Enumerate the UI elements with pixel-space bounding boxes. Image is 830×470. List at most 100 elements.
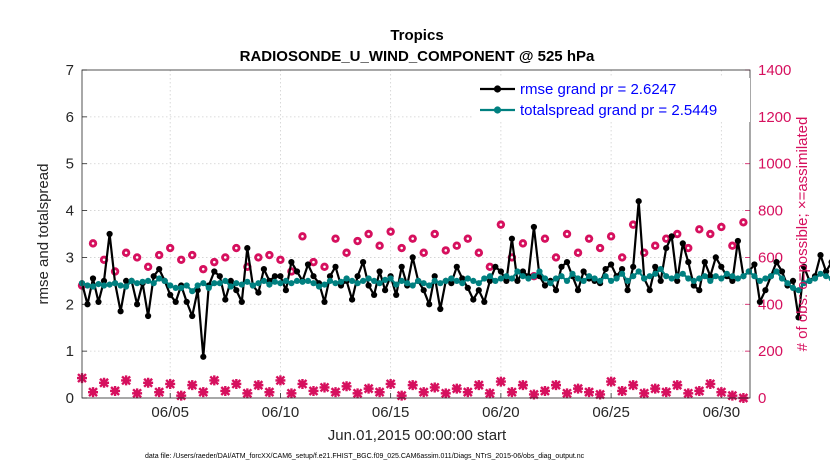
spread-point — [486, 273, 493, 280]
obs-assimilated-marker-glyph — [176, 390, 187, 401]
rmse-point — [751, 261, 758, 268]
right-tick-label: 1200 — [758, 109, 791, 126]
left-tick-label: 6 — [66, 109, 74, 126]
rmse-point — [360, 259, 367, 266]
obs-assimilated-marker-glyph — [242, 388, 253, 399]
spread-point — [145, 277, 152, 284]
spread-point — [563, 277, 571, 284]
spread-point — [260, 277, 267, 284]
obs-assimilated-marker-glyph — [374, 387, 385, 398]
rmse-point — [602, 266, 609, 273]
obs-assimilated-marker — [716, 387, 727, 398]
obs-possible-marker-center — [378, 244, 381, 248]
x-tick-label: 06/05 — [151, 404, 189, 421]
obs-assimilated-marker-glyph — [396, 390, 407, 401]
spread-point — [112, 280, 119, 287]
spread-point — [608, 277, 615, 284]
rmse-point — [492, 263, 499, 270]
rmse-point — [365, 282, 372, 289]
legend-spread-marker — [493, 106, 502, 114]
obs-possible-marker-center — [389, 230, 392, 233]
obs-assimilated-marker — [584, 387, 595, 398]
spread-point — [657, 266, 664, 273]
obs-assimilated-marker-glyph — [473, 380, 484, 391]
obs-assimilated-marker — [473, 380, 484, 391]
spread-point — [100, 282, 108, 289]
spread-point — [552, 275, 560, 282]
obs-assimilated-marker-glyph — [628, 380, 639, 391]
spread-point — [150, 280, 157, 287]
spread-point — [123, 283, 130, 290]
rmse-point — [453, 263, 460, 270]
rmse-point — [117, 308, 124, 315]
obs-assimilated-marker-glyph — [528, 389, 539, 400]
spread-point — [222, 277, 229, 284]
obs-possible-marker-center — [301, 235, 304, 238]
obs-assimilated-marker-glyph — [286, 388, 297, 399]
rmse-point — [823, 268, 830, 275]
spread-point — [288, 280, 295, 287]
rmse-point — [167, 291, 174, 298]
right-tick-label: 1400 — [758, 62, 791, 79]
obs-possible-marker-center — [201, 267, 205, 271]
spread-point — [376, 280, 383, 287]
rmse-point — [795, 314, 802, 321]
obs-assimilated-marker — [363, 383, 374, 394]
obs-assimilated-marker-glyph — [308, 385, 319, 396]
spread-point — [530, 273, 538, 280]
rmse-point — [718, 263, 725, 270]
rmse-point — [371, 291, 378, 298]
obs-possible-marker-center — [653, 244, 657, 248]
obs-assimilated-marker — [495, 376, 506, 387]
left-tick-label: 0 — [66, 390, 74, 407]
rmse-point — [608, 261, 615, 268]
obs-possible-marker-center — [190, 253, 194, 257]
obs-possible-marker-center — [235, 246, 238, 250]
spread-point — [293, 277, 301, 284]
obs-assimilated-marker-glyph — [209, 375, 220, 386]
obs-assimilated-marker — [143, 377, 154, 388]
obs-assimilated-marker — [187, 380, 198, 391]
spread-point — [128, 277, 135, 284]
obs-assimilated-marker-glyph — [198, 387, 209, 398]
spread-point — [541, 275, 549, 282]
rmse-point — [652, 263, 659, 270]
legend-rmse-marker — [493, 85, 502, 93]
obs-assimilated-marker — [154, 387, 165, 398]
rmse-point — [646, 287, 653, 294]
obs-assimilated-marker-glyph — [352, 388, 363, 399]
obs-possible-marker-center — [742, 220, 745, 224]
spread-point — [701, 273, 708, 280]
obs-possible-marker-center — [620, 256, 624, 259]
spread-point — [189, 288, 196, 295]
legend-spread-label: totalspread grand pr = 2.5449 — [520, 102, 717, 119]
rmse-point — [227, 277, 234, 284]
obs-possible-marker-center — [631, 223, 635, 226]
obs-possible-marker-center — [709, 232, 712, 236]
obs-assimilated-marker — [198, 387, 209, 398]
rmse-point — [635, 198, 642, 205]
rmse-point — [244, 245, 251, 252]
obs-possible-marker-center — [400, 246, 403, 250]
obs-assimilated-marker — [694, 385, 705, 396]
spread-point — [773, 268, 780, 275]
spread-point — [117, 282, 124, 289]
spread-point — [420, 280, 427, 287]
spread-point — [437, 280, 444, 287]
obs-assimilated-marker-glyph — [650, 383, 661, 394]
spread-point — [343, 275, 350, 282]
obs-assimilated-marker-glyph — [661, 387, 672, 398]
rmse-point — [156, 266, 163, 273]
rmse-point — [145, 312, 152, 320]
obs-possible-marker-center — [179, 258, 183, 262]
obs-assimilated-marker-glyph — [606, 376, 617, 387]
spread-point — [161, 277, 168, 284]
obs-assimilated-marker-glyph — [319, 382, 330, 393]
rmse-point — [271, 273, 278, 280]
obs-assimilated-marker — [528, 389, 539, 400]
obs-assimilated-marker — [385, 378, 396, 389]
rmse-point — [332, 263, 339, 270]
spread-point — [663, 273, 670, 280]
spread-point — [156, 275, 163, 282]
obs-assimilated-marker — [132, 388, 143, 399]
